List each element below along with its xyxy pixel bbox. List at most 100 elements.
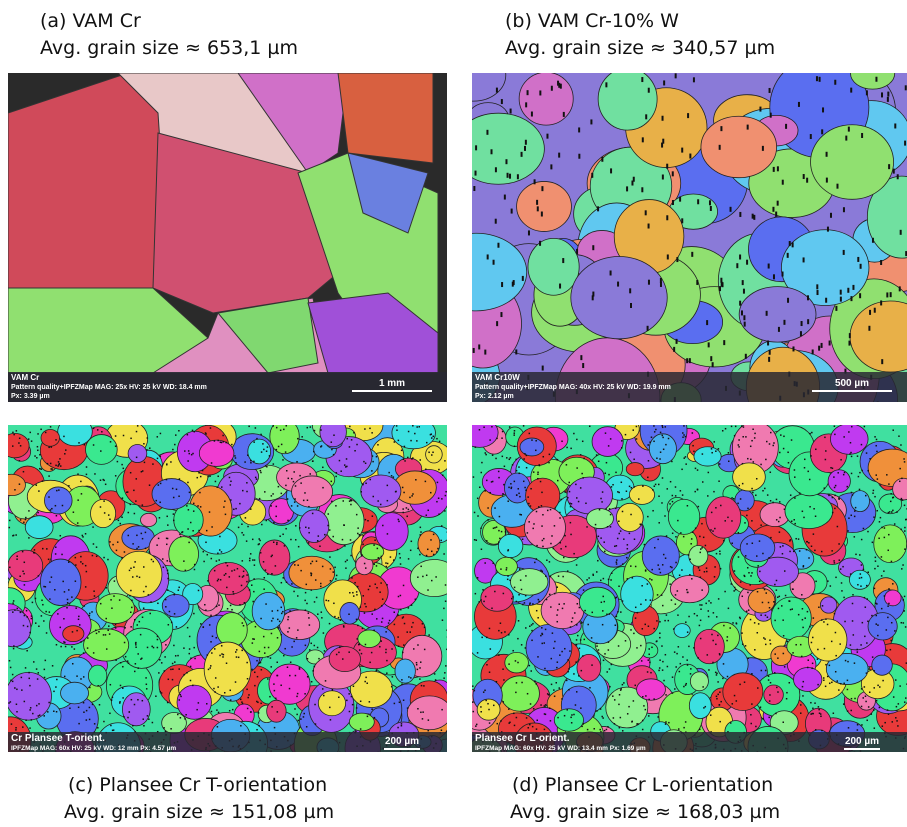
speck bbox=[198, 472, 200, 474]
speck bbox=[706, 320, 708, 325]
speck bbox=[697, 199, 699, 204]
speck bbox=[782, 619, 784, 621]
speck bbox=[779, 596, 781, 598]
speck bbox=[765, 670, 767, 672]
speck bbox=[811, 667, 813, 669]
speck bbox=[350, 555, 352, 557]
speck bbox=[843, 207, 845, 212]
speck bbox=[627, 713, 629, 715]
speck bbox=[665, 721, 667, 723]
speck bbox=[431, 454, 433, 456]
grain bbox=[592, 427, 623, 457]
speck bbox=[365, 519, 367, 521]
speck bbox=[562, 608, 564, 610]
speck bbox=[521, 589, 523, 591]
speck bbox=[898, 703, 900, 705]
speck bbox=[868, 326, 870, 331]
speck bbox=[570, 522, 572, 524]
speck bbox=[108, 514, 110, 516]
speck bbox=[768, 717, 770, 719]
speck bbox=[673, 628, 675, 630]
speck bbox=[738, 556, 740, 558]
scale-label: 1 mm bbox=[379, 378, 405, 389]
speck bbox=[687, 505, 689, 507]
speck bbox=[183, 674, 185, 676]
speck bbox=[881, 608, 883, 610]
speck bbox=[553, 689, 555, 691]
speck bbox=[15, 727, 17, 729]
speck bbox=[184, 718, 186, 720]
speck bbox=[506, 569, 508, 571]
speck bbox=[185, 570, 187, 572]
speck bbox=[903, 458, 905, 460]
speck bbox=[300, 718, 302, 720]
speck bbox=[242, 490, 244, 492]
speck bbox=[857, 651, 859, 653]
caption: (c) Plansee Cr T-orientation bbox=[68, 774, 327, 796]
speck bbox=[89, 613, 91, 615]
speck bbox=[226, 662, 228, 664]
speck bbox=[509, 722, 511, 724]
speck bbox=[689, 358, 691, 363]
speck bbox=[563, 557, 565, 559]
speck bbox=[762, 718, 764, 720]
speck bbox=[109, 713, 111, 715]
speck bbox=[371, 708, 373, 710]
speck bbox=[524, 487, 526, 489]
speck bbox=[232, 709, 234, 711]
speck bbox=[635, 607, 637, 609]
speck bbox=[480, 599, 482, 601]
speck bbox=[899, 468, 901, 470]
speck bbox=[22, 726, 24, 728]
speck bbox=[884, 537, 886, 539]
speck bbox=[676, 257, 678, 262]
speck bbox=[474, 539, 476, 541]
speck bbox=[835, 632, 837, 634]
speck bbox=[281, 444, 283, 446]
speck bbox=[567, 497, 569, 499]
speck bbox=[874, 588, 876, 590]
speck bbox=[641, 585, 643, 587]
speck bbox=[16, 704, 17, 706]
speck bbox=[416, 426, 418, 428]
speck bbox=[544, 642, 546, 644]
speck bbox=[541, 525, 543, 527]
speck bbox=[886, 474, 888, 476]
speck bbox=[360, 701, 362, 703]
speck bbox=[893, 169, 895, 174]
speck bbox=[808, 542, 810, 544]
speck bbox=[850, 710, 852, 712]
speck bbox=[857, 729, 859, 731]
speck bbox=[874, 308, 876, 313]
speck bbox=[568, 482, 570, 484]
speck bbox=[139, 577, 141, 579]
speck bbox=[857, 584, 859, 586]
speck bbox=[142, 616, 144, 618]
speck bbox=[886, 650, 888, 652]
speck bbox=[112, 730, 114, 732]
speck bbox=[239, 604, 241, 606]
speck bbox=[428, 634, 430, 636]
speck bbox=[708, 472, 710, 474]
speck bbox=[204, 604, 206, 606]
speck bbox=[250, 711, 252, 713]
speck bbox=[148, 594, 150, 596]
grain bbox=[96, 594, 134, 624]
speck bbox=[331, 481, 333, 483]
speck bbox=[540, 570, 542, 572]
grain bbox=[63, 626, 84, 642]
speck bbox=[534, 179, 536, 184]
speck bbox=[765, 592, 767, 594]
speck bbox=[385, 652, 387, 654]
speck bbox=[867, 470, 869, 472]
speck bbox=[374, 539, 376, 541]
speck bbox=[875, 557, 877, 559]
speck bbox=[246, 491, 248, 493]
speck bbox=[742, 463, 744, 465]
speck bbox=[401, 684, 403, 686]
speck bbox=[572, 617, 574, 619]
speck bbox=[254, 559, 256, 561]
speck bbox=[172, 669, 174, 671]
speck bbox=[559, 284, 561, 289]
speck bbox=[844, 621, 846, 623]
